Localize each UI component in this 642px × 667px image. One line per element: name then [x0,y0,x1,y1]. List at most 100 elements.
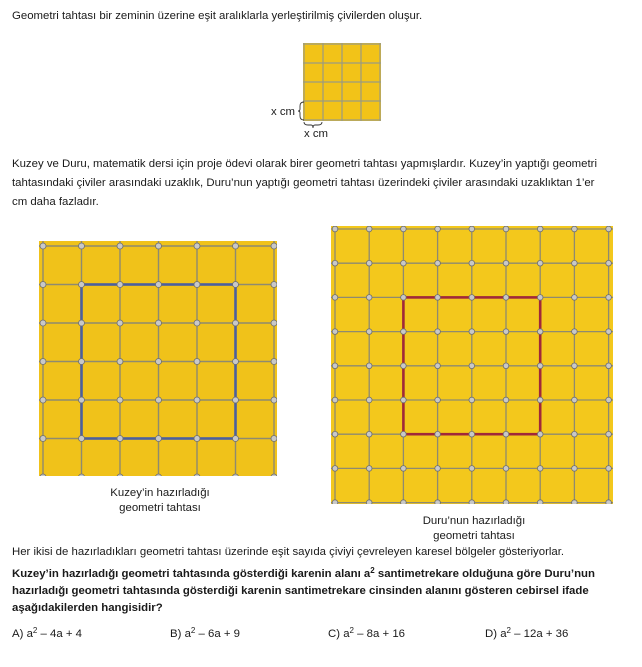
option-a-letter: A) [12,628,24,640]
nail [400,499,407,504]
nail [270,319,277,327]
nail [434,260,441,267]
small-board-side-label: x cm [271,106,296,118]
nail [434,328,441,335]
nail [571,465,578,472]
nail [78,281,85,288]
side-brace-icon [297,101,305,121]
nail [434,430,441,438]
nail [331,294,339,301]
nail [270,281,277,288]
nail [502,465,510,472]
nail [270,358,277,365]
option-b-sup: 2 [190,626,196,635]
nail [468,226,475,233]
nail [232,281,239,288]
option-b-letter: B) [170,628,182,640]
nail [155,319,162,327]
nail [434,465,441,472]
nail [400,294,407,301]
nail [78,435,85,442]
option-d[interactable]: D) a2 – 12a + 36 [485,626,568,642]
nail [331,396,339,404]
nail [78,473,85,476]
option-c-sup: 2 [349,626,354,635]
option-a[interactable]: A) a2 – 4a + 4 [12,626,82,642]
nail [605,328,612,335]
option-a-sup: 2 [32,626,38,635]
nail [502,430,510,438]
nail [502,260,510,267]
nail [502,499,510,504]
kuzey-caption: Kuzey’in hazırladığı geometri tahtası [60,486,260,516]
nail [155,242,162,250]
nail [468,465,475,472]
nail [468,362,475,369]
nail [468,260,475,267]
nail [39,358,47,365]
nail [400,430,407,438]
nail [502,396,510,404]
small-board-bottom-label: x cm [304,128,329,140]
small-geoboard-image [303,43,381,121]
question-line-1: Kuzey’in hazırladığı geometri tahtasında… [12,567,595,581]
nails [331,226,612,504]
nails [39,242,277,476]
nail [116,319,124,327]
nail [434,499,441,504]
nail [434,294,441,301]
option-b-rest: – 6a + 9 [195,628,241,640]
question-line-1-part-a: Kuzey’in hazırladığı geometri tahtasında… [12,568,371,580]
nail [571,396,578,404]
nail [605,362,612,369]
nail [502,226,510,233]
question-sup: 2 [370,566,375,575]
nail [270,435,277,442]
nail [331,430,339,438]
nail [502,294,510,301]
nail [232,396,239,404]
nail [571,499,578,504]
nail [536,465,544,472]
option-c[interactable]: C) a2 – 8a + 16 [328,626,405,642]
paragraph-line-2: tahtasındaki çiviler arasındaki uzaklık,… [12,177,595,189]
nail [155,473,162,476]
nail [193,473,201,476]
nail [232,319,239,327]
nail [155,281,162,288]
nail [331,260,339,267]
nail [366,260,373,267]
nail [270,473,277,476]
nail [39,281,47,288]
nail [400,226,407,233]
nail [193,396,201,404]
question-line-1-part-b: santimetrekare olduğuna göre Duru’nun [374,568,595,580]
nail [468,430,475,438]
nail [78,358,85,365]
option-a-base: a [26,628,33,640]
nail [366,430,373,438]
bottom-brace-icon [303,121,323,129]
nail [468,294,475,301]
nail [605,430,612,438]
option-b[interactable]: B) a2 – 6a + 9 [170,626,240,642]
nail [502,362,510,369]
nail [331,362,339,369]
nail [270,242,277,250]
nail [116,358,124,365]
nail [155,358,162,365]
nail [232,358,239,365]
kuzey-geoboard-graphic [39,241,277,476]
nail [366,396,373,404]
nail [116,281,124,288]
nail [605,260,612,267]
nail [536,294,544,301]
option-d-sup: 2 [506,626,511,635]
nail [605,465,612,472]
nail [366,294,373,301]
duru-geoboard-image [331,226,613,504]
nail [536,430,544,438]
nail [605,294,612,301]
duru-caption: Duru’nun hazırladığı geometri tahtası [374,514,574,544]
duru-caption-line-2: geometri tahtası [433,530,515,542]
